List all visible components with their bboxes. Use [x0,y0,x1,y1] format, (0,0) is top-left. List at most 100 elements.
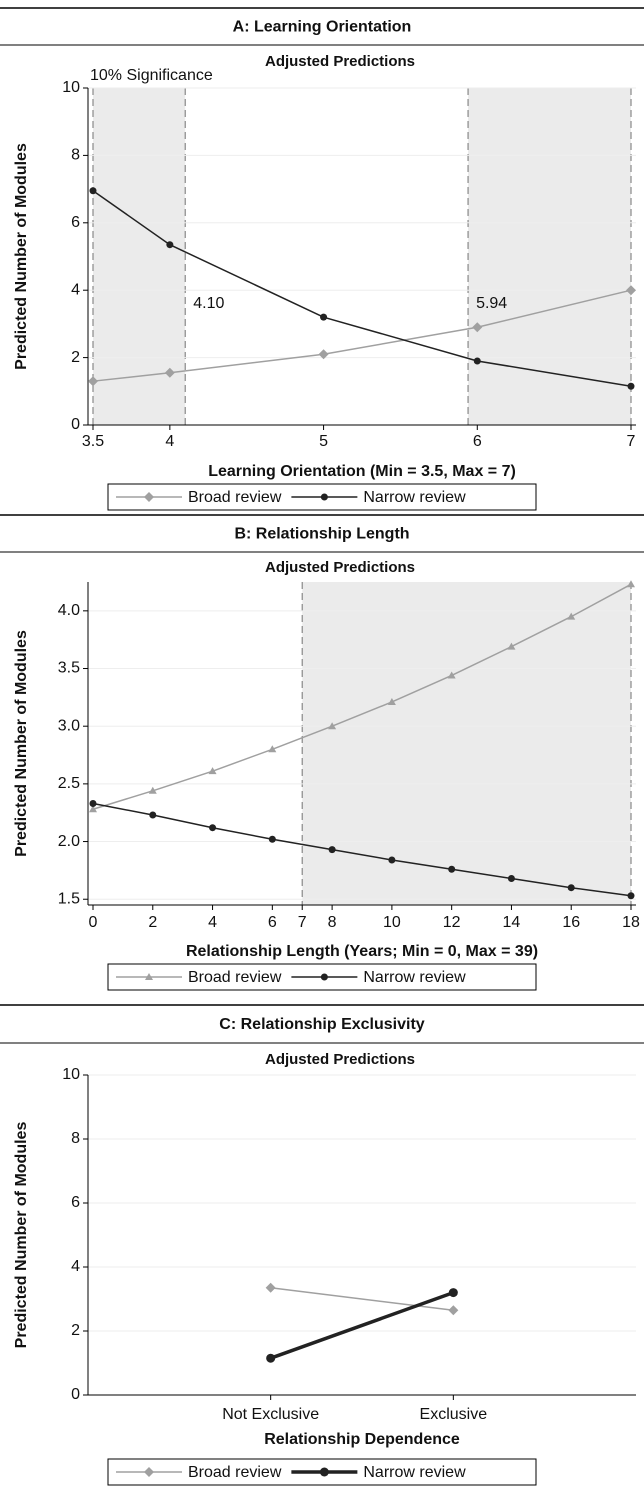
point [507,874,515,882]
point [164,367,175,378]
x-tick-label: 3.5 [82,433,104,450]
point [320,313,328,321]
point [387,697,396,705]
point [448,1305,459,1316]
legend-label: Narrow review [363,969,466,986]
subtitle: Adjusted Predictions [265,53,415,70]
point [265,1282,276,1293]
y-tick-label: 2.0 [58,833,80,850]
y-tick-label: 4 [71,1258,80,1275]
point [447,671,456,679]
y-tick-label: 4 [71,281,80,298]
subtitle: Adjusted Predictions [265,559,415,576]
point [627,892,635,900]
legend-marker [145,973,153,980]
point [209,824,217,832]
x-tick-label: 0 [89,914,98,931]
point [626,285,636,296]
legend-label: Broad review [188,489,282,506]
x-tick-label: 6 [268,914,277,931]
x-tick-label: Not Exclusive [222,1406,319,1423]
subtitle: Adjusted Predictions [265,1051,415,1068]
point [89,799,97,807]
point [208,767,217,775]
point [268,745,277,753]
point [448,1288,458,1298]
x-tick-label: 12 [443,914,461,931]
legend-marker [319,1467,329,1477]
point [149,811,157,819]
x-tick-label: 8 [328,914,337,931]
y-tick-label: 3.0 [58,717,80,734]
point [472,322,483,333]
y-tick-label: 10 [62,79,80,96]
x-tick-label: Exclusive [420,1406,488,1423]
point [88,376,98,387]
y-tick-label: 2 [71,349,80,366]
panel-title: C: Relationship Exclusivity [219,1016,424,1033]
y-axis-label: Predicted Number of Modules [13,143,30,370]
y-tick-label: 1.5 [58,890,80,907]
y-tick-label: 2.5 [58,775,80,792]
point [507,642,516,650]
series-line [270,1290,454,1360]
point [567,612,576,620]
point [148,786,157,794]
legend-label: Broad review [188,969,282,986]
threshold-label: 5.94 [476,295,507,312]
y-tick-label: 2 [71,1322,80,1339]
series-line [92,802,632,897]
y-axis-label: Predicted Number of Modules [13,630,30,857]
y-tick-label: 10 [62,1066,80,1083]
point [268,835,276,843]
point [328,846,336,854]
y-tick-label: 3.5 [58,660,80,677]
panel-title: A: Learning Orientation [233,19,412,36]
point [388,856,396,864]
series-line [270,1287,454,1311]
point [89,187,97,195]
annotation: 10% Significance [90,67,213,84]
y-tick-label: 0 [71,416,80,433]
point [473,357,481,365]
point [266,1353,276,1363]
legend-marker [320,973,328,981]
threshold-label: 4.10 [193,295,224,312]
point [448,865,456,873]
point [166,241,174,249]
y-tick-label: 8 [71,147,80,164]
legend-marker [144,492,154,502]
x-axis-label: Learning Orientation (Min = 3.5, Max = 7… [208,463,516,480]
legend-label: Narrow review [363,1464,466,1481]
y-tick-label: 0 [71,1386,80,1403]
legend-marker [144,1467,154,1477]
point [328,722,337,730]
x-tick-label: 4 [208,914,217,931]
x-tick-label: 16 [562,914,580,931]
point [627,580,635,588]
y-tick-label: 8 [71,1130,80,1147]
significance-region [468,88,631,425]
x-tick-label: 7 [298,914,307,931]
x-tick-label: 2 [148,914,157,931]
y-tick-label: 6 [71,214,80,231]
x-tick-label: 18 [622,914,640,931]
y-axis-label: Predicted Number of Modules [13,1122,30,1349]
point [567,884,575,892]
point [89,805,97,813]
x-tick-label: 10 [383,914,401,931]
x-tick-label: 7 [627,433,636,450]
panel-title: B: Relationship Length [234,526,409,543]
y-tick-label: 6 [71,1194,80,1211]
significance-region [302,582,631,905]
x-axis-label: Relationship Dependence [264,1431,460,1448]
x-tick-label: 6 [473,433,482,450]
legend-marker [320,493,328,501]
legend-label: Broad review [188,1464,282,1481]
y-tick-label: 4.0 [58,602,80,619]
x-axis-label: Relationship Length (Years; Min = 0, Max… [186,943,538,960]
x-tick-label: 14 [503,914,521,931]
x-tick-label: 4 [165,433,174,450]
legend-label: Narrow review [363,489,466,506]
